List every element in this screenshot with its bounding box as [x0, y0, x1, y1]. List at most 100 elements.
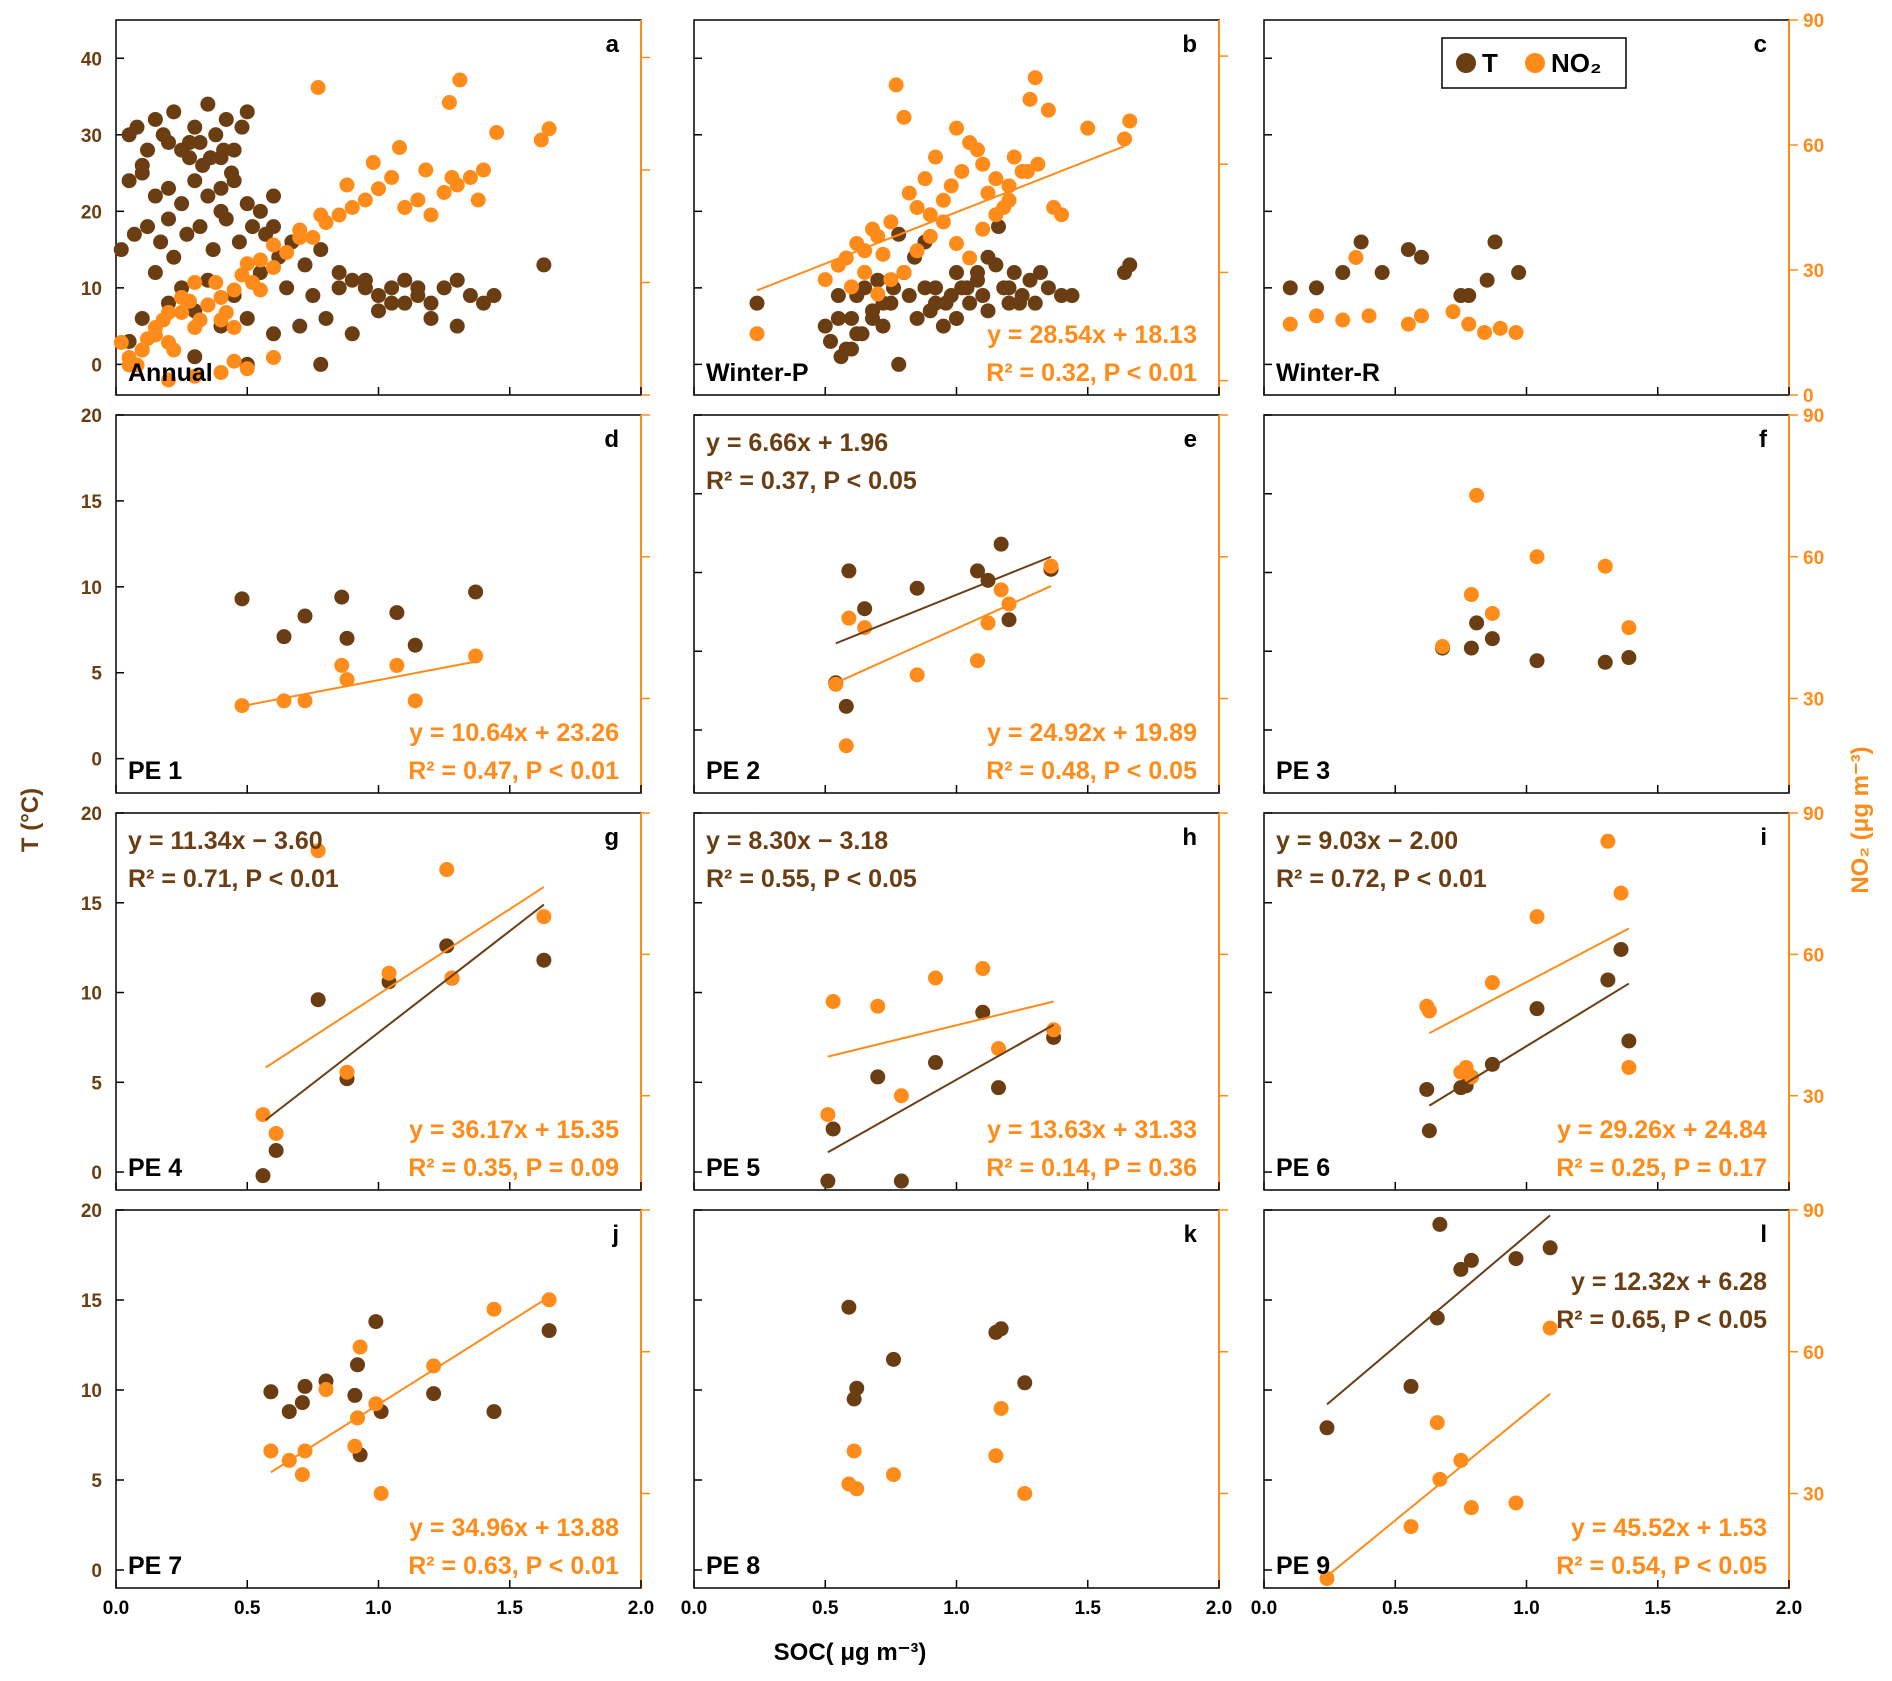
point-t: [1353, 234, 1369, 250]
point-t: [281, 1404, 297, 1420]
legend-label-no2: NO₂: [1551, 48, 1602, 78]
point-no2: [452, 72, 468, 88]
point-t: [234, 591, 250, 607]
point-no2: [883, 214, 899, 230]
point-no2: [536, 909, 552, 925]
equation-line-1: y = 36.17x + 15.35: [409, 1116, 619, 1144]
point-t: [1432, 1216, 1448, 1232]
point-no2: [857, 620, 873, 636]
point-t: [350, 1357, 365, 1373]
equation-line-1: y = 13.63x + 31.33: [987, 1116, 1197, 1144]
point-t: [962, 295, 978, 311]
point-no2: [226, 320, 242, 335]
point-t: [468, 584, 484, 600]
point-t: [218, 111, 234, 127]
point-t: [1414, 249, 1429, 265]
point-no2: [1400, 316, 1416, 332]
equation-line-2: R² = 0.48, P < 0.05: [986, 757, 1197, 785]
point-no2: [1421, 1003, 1437, 1019]
point-t: [865, 310, 880, 326]
point-t: [1421, 1123, 1437, 1139]
point-no2: [486, 1301, 502, 1317]
point-t: [294, 1395, 310, 1411]
point-t: [161, 134, 176, 150]
point-no2: [935, 192, 951, 208]
point-no2: [476, 162, 491, 178]
fit-line-t: [265, 903, 545, 1121]
fit-line-no2: [265, 886, 545, 1069]
point-t: [1282, 280, 1298, 296]
point-t: [389, 605, 405, 621]
point-t: [1511, 265, 1527, 281]
point-no2: [844, 279, 859, 295]
point-no2: [970, 142, 985, 158]
y-axis-label-left: T (°C): [17, 788, 44, 852]
y-tick-label-right: 30: [1803, 261, 1824, 282]
y-tick-label-left: 15: [81, 894, 103, 915]
equation-line-2: R² = 0.35, P = 0.09: [408, 1154, 619, 1182]
point-no2: [339, 177, 355, 193]
point-no2: [922, 228, 938, 244]
point-no2: [462, 170, 478, 185]
point-no2: [1529, 909, 1545, 925]
point-t: [297, 608, 313, 624]
equation-line-1: y = 28.54x + 18.13: [987, 321, 1197, 349]
point-t: [1064, 288, 1080, 304]
panel-h: h PE 5 y = 8.30x − 3.18 R² = 0.55, P < 0.05…: [693, 812, 1228, 1191]
point-t: [1027, 295, 1043, 311]
point-no2: [1046, 1022, 1062, 1038]
point-t: [384, 295, 400, 311]
y-tick-label-left: 10: [81, 984, 102, 1005]
point-t: [313, 242, 329, 258]
point-t: [1400, 242, 1416, 258]
point-t: [140, 219, 155, 235]
x-tick-label: 0.5: [1382, 1598, 1409, 1619]
point-t: [833, 349, 849, 365]
point-no2: [426, 1358, 442, 1374]
equation-line-1: y = 34.96x + 13.88: [409, 1514, 619, 1542]
panel-name: PE 9: [1276, 1552, 1330, 1580]
point-t: [1484, 631, 1500, 647]
point-t: [439, 938, 455, 954]
point-t: [844, 310, 859, 326]
point-no2: [820, 1107, 836, 1123]
point-t: [1335, 265, 1351, 281]
point-t: [266, 326, 281, 342]
point-no2: [347, 1438, 363, 1454]
point-t: [1429, 1310, 1445, 1326]
x-tick-label: 0.0: [681, 1598, 707, 1619]
point-t: [1001, 280, 1017, 296]
point-no2: [870, 998, 886, 1014]
point-no2: [1122, 113, 1138, 129]
point-no2: [901, 185, 917, 201]
point-t: [1453, 1261, 1469, 1277]
point-t: [830, 310, 846, 326]
point-t: [1600, 972, 1616, 988]
point-no2: [1001, 192, 1017, 208]
point-no2: [896, 109, 912, 125]
point-t: [993, 1321, 1009, 1337]
point-t: [838, 698, 854, 714]
point-no2: [857, 264, 873, 280]
x-tick-label: 0.0: [103, 1598, 129, 1619]
point-t: [1017, 1375, 1033, 1391]
point-t: [541, 1323, 557, 1339]
panel-c: 0 30 60 90 c Winter-R: [1263, 11, 1824, 407]
point-t: [174, 196, 190, 212]
point-t: [208, 127, 224, 143]
point-no2: [1309, 308, 1324, 324]
point-no2: [849, 1481, 865, 1497]
point-t: [305, 288, 321, 304]
point-t: [426, 1386, 442, 1402]
panel-j: 0 5 10 15 20 0.0 0.5 1.0 1.5 2.0 j PE 7 y = 34.96x +…: [81, 1201, 654, 1619]
y-tick-label-left: 0: [91, 355, 102, 376]
point-no2: [991, 1041, 1006, 1057]
point-t: [203, 150, 218, 166]
point-t: [344, 272, 360, 288]
point-t: [182, 134, 197, 150]
point-no2: [381, 965, 397, 981]
panel-name: PE 3: [1276, 757, 1330, 785]
point-no2: [192, 312, 208, 328]
fit-line-no2: [1326, 1393, 1551, 1577]
point-no2: [1529, 549, 1545, 565]
